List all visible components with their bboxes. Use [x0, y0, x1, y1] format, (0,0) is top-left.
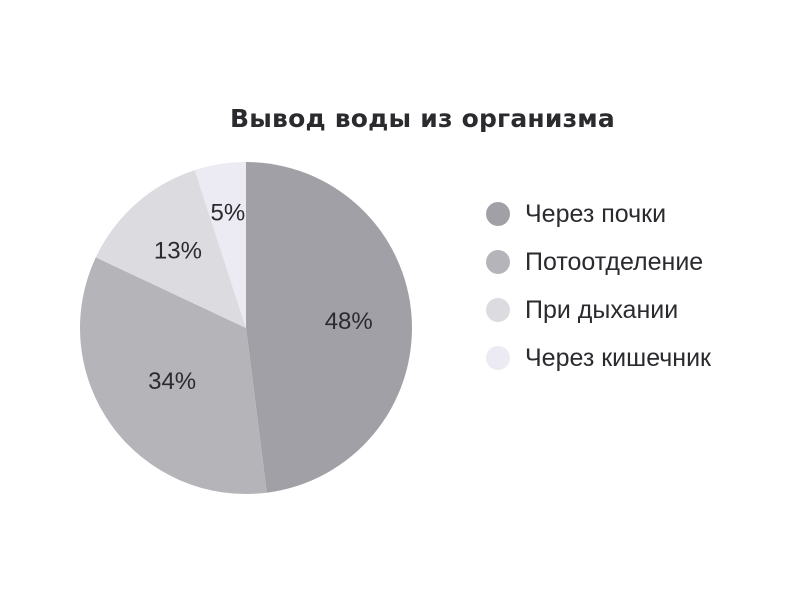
legend-item-intestine: Через кишечник [486, 334, 711, 382]
legend-item-kidneys: Через почки [486, 190, 711, 238]
pie-labels: 48% 34% 13% 5% [148, 200, 373, 395]
pie-slice [194, 162, 246, 328]
slice-label: 13% [154, 237, 202, 264]
legend: Через почки Потоотделение При дыхании Че… [486, 190, 711, 382]
pie-slice [95, 170, 246, 328]
legend-item-breathing: При дыхании [486, 286, 711, 334]
legend-label: Через кишечник [525, 343, 711, 372]
legend-swatch [486, 250, 510, 274]
slice-label: 34% [148, 368, 196, 395]
legend-item-sweating: Потоотделение [486, 238, 711, 286]
chart-title: Вывод воды из организма [229, 104, 616, 133]
legend-swatch [486, 202, 510, 226]
legend-swatch [486, 298, 510, 322]
slice-label: 5% [210, 200, 245, 227]
slice-label: 48% [325, 308, 373, 335]
pie-slices [79, 162, 413, 494]
legend-label: Через почки [525, 199, 667, 228]
pie-slice [246, 162, 413, 493]
legend-label: При дыхании [525, 295, 679, 324]
legend-swatch [486, 346, 510, 370]
legend-label: Потоотделение [525, 247, 704, 276]
pie-slice [79, 257, 267, 494]
